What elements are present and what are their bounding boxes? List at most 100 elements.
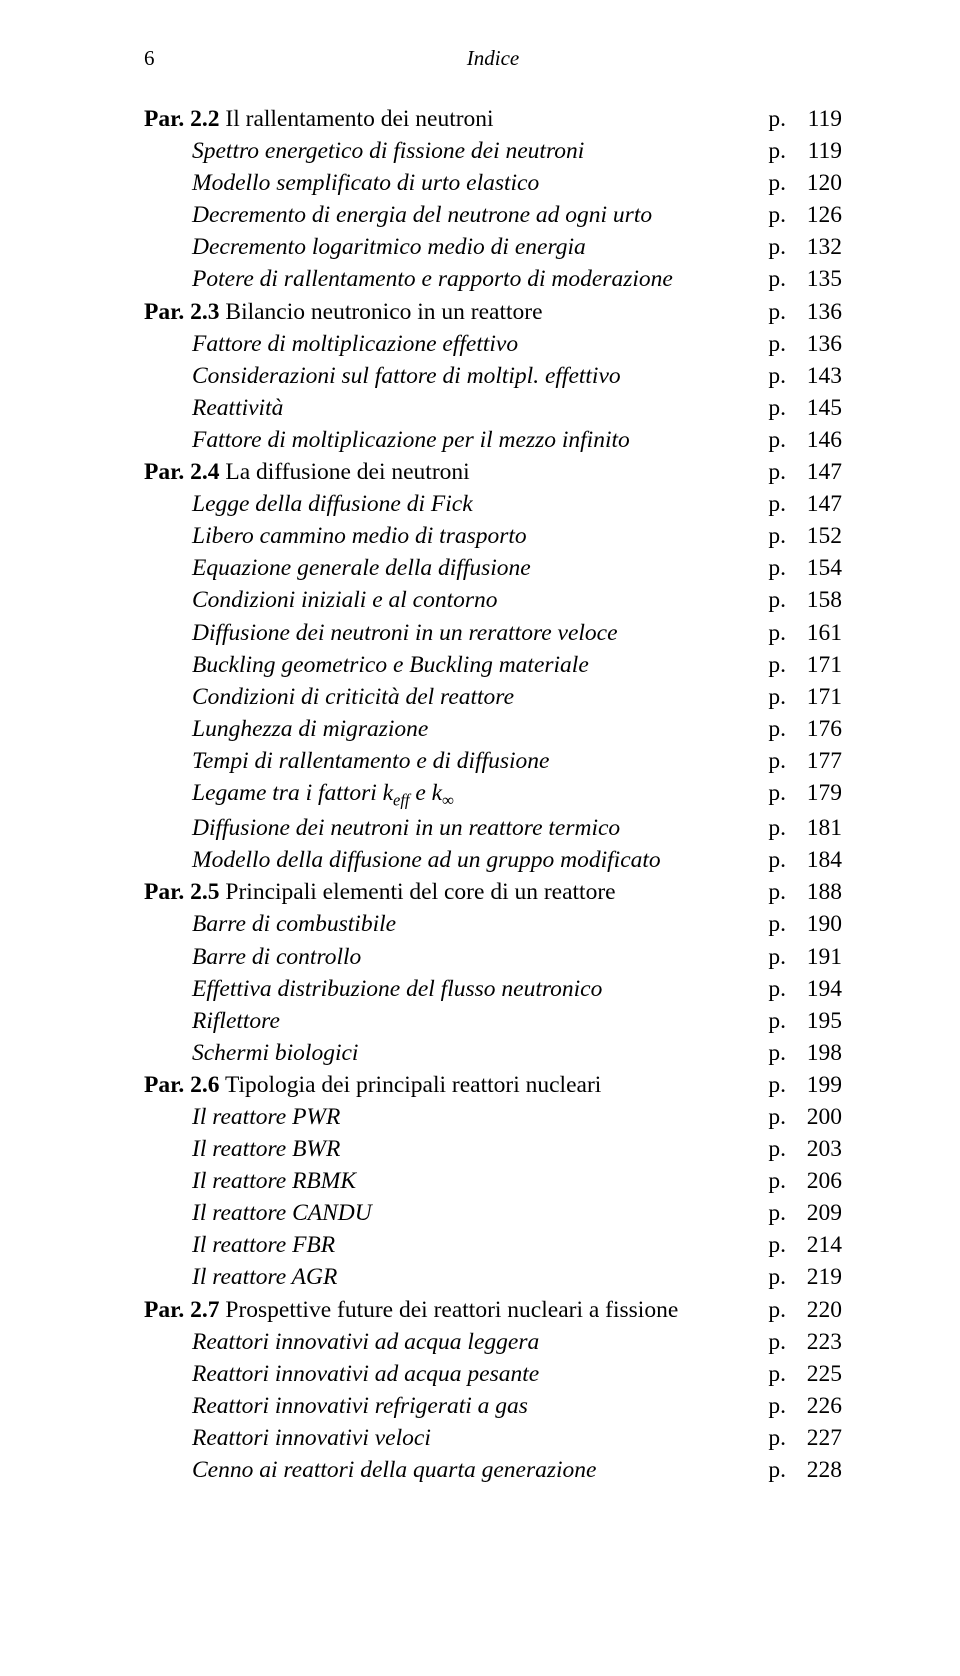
- toc-subentry-label: Fattore di moltiplicazione per il mezzo …: [144, 424, 748, 456]
- toc-section-label: Par. 2.5 Principali elementi del core di…: [144, 876, 748, 908]
- toc-page-prefix: p.: [748, 360, 786, 392]
- toc-section-rest: Prospettive future dei reattori nucleari…: [220, 1297, 679, 1323]
- toc-page-number: 203: [786, 1133, 842, 1165]
- toc-row: Libero cammino medio di trasportop.152: [144, 520, 842, 552]
- toc-page-number: 199: [786, 1069, 842, 1101]
- toc-page-prefix: p.: [748, 488, 786, 520]
- toc-subentry-label: Legame tra i fattori keff e k∞: [144, 777, 748, 812]
- toc-page-prefix: p.: [748, 1454, 786, 1486]
- toc-page-prefix: p.: [748, 844, 786, 876]
- toc-subentry-label: Buckling geometrico e Buckling materiale: [144, 649, 748, 681]
- toc-page-prefix: p.: [748, 392, 786, 424]
- toc-page-prefix: p.: [748, 1261, 786, 1293]
- header-title: Indice: [174, 46, 812, 71]
- toc-row: Par. 2.7 Prospettive future dei reattori…: [144, 1294, 842, 1326]
- toc-row: Legge della diffusione di Fickp.147: [144, 488, 842, 520]
- toc-row: Condizioni di criticità del reattorep.17…: [144, 681, 842, 713]
- toc-row: Barre di combustibilep.190: [144, 908, 842, 940]
- toc-row: Equazione generale della diffusionep.154: [144, 552, 842, 584]
- toc-page-number: 161: [786, 617, 842, 649]
- toc-row: Reattori innovativi ad acqua pesantep.22…: [144, 1358, 842, 1390]
- toc-page-prefix: p.: [748, 777, 786, 809]
- toc-row: Par. 2.2 Il rallentamento dei neutronip.…: [144, 103, 842, 135]
- toc-section-prefix: Par. 2.3: [144, 299, 220, 325]
- page-header: 6 Indice: [144, 46, 842, 71]
- toc-subentry-label: Il reattore AGR: [144, 1261, 748, 1293]
- toc-page-number: 171: [786, 649, 842, 681]
- toc-row: Il reattore AGRp.219: [144, 1261, 842, 1293]
- toc-section-prefix: Par. 2.2: [144, 106, 220, 132]
- toc-row: Fattore di moltiplicazione effettivop.13…: [144, 328, 842, 360]
- toc-page-number: 209: [786, 1197, 842, 1229]
- toc-section-label: Par. 2.4 La diffusione dei neutroni: [144, 456, 748, 488]
- toc-page-prefix: p.: [748, 1358, 786, 1390]
- toc-page-number: 126: [786, 199, 842, 231]
- toc-section-rest: Principali elementi del core di un reatt…: [220, 879, 616, 905]
- toc-page-number: 120: [786, 167, 842, 199]
- toc-row: Reattivitàp.145: [144, 392, 842, 424]
- toc-row: Par. 2.3 Bilancio neutronico in un reatt…: [144, 296, 842, 328]
- toc-row: Reattori innovativi ad acqua leggerap.22…: [144, 1326, 842, 1358]
- toc-subentry-label: Il reattore PWR: [144, 1101, 748, 1133]
- toc-page-prefix: p.: [748, 520, 786, 552]
- toc-subentry-label: Spettro energetico di fissione dei neutr…: [144, 135, 748, 167]
- toc-subentry-label: Reattori innovativi ad acqua pesante: [144, 1358, 748, 1390]
- toc-row: Buckling geometrico e Buckling materiale…: [144, 649, 842, 681]
- toc-page-prefix: p.: [748, 167, 786, 199]
- toc-page-number: 219: [786, 1261, 842, 1293]
- toc-page-number: 176: [786, 713, 842, 745]
- toc-page-number: 132: [786, 231, 842, 263]
- toc-subentry-label: Reattori innovativi veloci: [144, 1422, 748, 1454]
- toc-row: Il reattore CANDUp.209: [144, 1197, 842, 1229]
- toc-page-number: 154: [786, 552, 842, 584]
- toc-page-prefix: p.: [748, 584, 786, 616]
- toc-page-prefix: p.: [748, 328, 786, 360]
- toc-page-number: 171: [786, 681, 842, 713]
- toc-row: Cenno ai reattori della quarta generazio…: [144, 1454, 842, 1486]
- toc-subentry-label: Reattività: [144, 392, 748, 424]
- toc-page-prefix: p.: [748, 617, 786, 649]
- toc-row: Riflettorep.195: [144, 1005, 842, 1037]
- toc-page-prefix: p.: [748, 231, 786, 263]
- toc-subentry-label: Reattori innovativi refrigerati a gas: [144, 1390, 748, 1422]
- toc-page-number: 119: [786, 135, 842, 167]
- toc-page-prefix: p.: [748, 1133, 786, 1165]
- toc-page-number: 190: [786, 908, 842, 940]
- toc-subentry-label: Considerazioni sul fattore di moltipl. e…: [144, 360, 748, 392]
- toc-subentry-label: Il reattore CANDU: [144, 1197, 748, 1229]
- toc-subentry-label: Il reattore RBMK: [144, 1165, 748, 1197]
- toc-row: Considerazioni sul fattore di moltipl. e…: [144, 360, 842, 392]
- toc-subentry-label: Reattori innovativi ad acqua leggera: [144, 1326, 748, 1358]
- toc-subentry-label: Il reattore BWR: [144, 1133, 748, 1165]
- toc-page-prefix: p.: [748, 1390, 786, 1422]
- toc-page-prefix: p.: [748, 1294, 786, 1326]
- table-of-contents: Par. 2.2 Il rallentamento dei neutronip.…: [144, 103, 842, 1486]
- toc-row: Schermi biologicip.198: [144, 1037, 842, 1069]
- toc-page-prefix: p.: [748, 263, 786, 295]
- toc-subentry-label: Decremento logaritmico medio di energia: [144, 231, 748, 263]
- toc-page-number: 181: [786, 812, 842, 844]
- toc-subentry-label: Effettiva distribuzione del flusso neutr…: [144, 973, 748, 1005]
- toc-row: Lunghezza di migrazionep.176: [144, 713, 842, 745]
- toc-page-prefix: p.: [748, 1069, 786, 1101]
- toc-subentry-label: Libero cammino medio di trasporto: [144, 520, 748, 552]
- header-spacer: [812, 46, 842, 71]
- toc-page-number: 228: [786, 1454, 842, 1486]
- toc-page-prefix: p.: [748, 199, 786, 231]
- toc-subentry-label: Fattore di moltiplicazione effettivo: [144, 328, 748, 360]
- toc-page-prefix: p.: [748, 1229, 786, 1261]
- toc-row: Potere di rallentamento e rapporto di mo…: [144, 263, 842, 295]
- toc-page-number: 223: [786, 1326, 842, 1358]
- toc-page-number: 147: [786, 456, 842, 488]
- toc-page-number: 220: [786, 1294, 842, 1326]
- toc-page-number: 179: [786, 777, 842, 809]
- toc-subentry-label: Modello della diffusione ad un gruppo mo…: [144, 844, 748, 876]
- toc-page-prefix: p.: [748, 812, 786, 844]
- toc-page-number: 195: [786, 1005, 842, 1037]
- toc-page-prefix: p.: [748, 1422, 786, 1454]
- toc-section-prefix: Par. 2.6: [144, 1072, 220, 1098]
- toc-row: Par. 2.6 Tipologia dei principali reatto…: [144, 1069, 842, 1101]
- toc-page-number: 136: [786, 328, 842, 360]
- toc-page-number: 225: [786, 1358, 842, 1390]
- toc-row: Par. 2.5 Principali elementi del core di…: [144, 876, 842, 908]
